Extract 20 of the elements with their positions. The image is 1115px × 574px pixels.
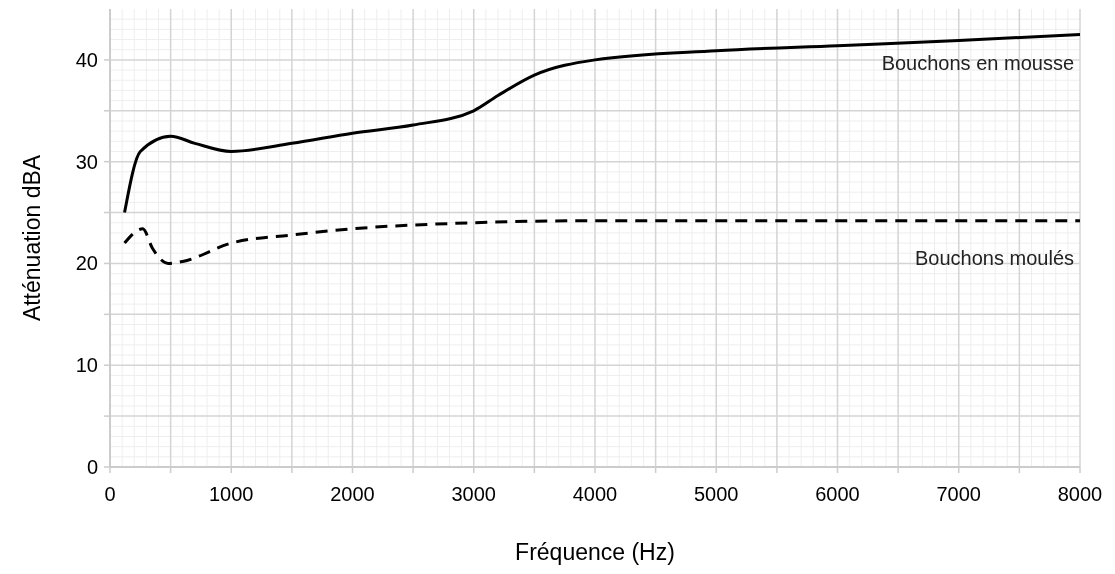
y-tick-label: 20 — [75, 252, 98, 275]
x-tick-label: 1000 — [209, 483, 254, 505]
x-tick-label: 0 — [104, 483, 116, 505]
y-tick-label: 0 — [86, 456, 98, 478]
series-label: Bouchons moulés — [915, 246, 1074, 269]
series-label: Bouchons en mousse — [881, 52, 1074, 75]
line-series — [123, 32, 1082, 215]
x-axis-title: Fréquence (Hz) — [515, 539, 675, 565]
y-tick-label: 40 — [75, 48, 98, 71]
y-tick-label: 30 — [75, 150, 98, 173]
y-tick-label: 10 — [75, 354, 98, 377]
x-tick-label: 3000 — [451, 483, 496, 505]
x-tick-label: 5000 — [694, 483, 739, 505]
x-tick-label: 2000 — [330, 483, 375, 505]
y-axis-title: Atténuation dBA — [19, 154, 45, 322]
x-tick-label: 7000 — [936, 483, 981, 505]
x-tick-label: 8000 — [1057, 483, 1103, 505]
x-tick-label: 6000 — [815, 483, 860, 505]
line-series — [123, 219, 1082, 265]
x-tick-label: 4000 — [572, 483, 618, 505]
